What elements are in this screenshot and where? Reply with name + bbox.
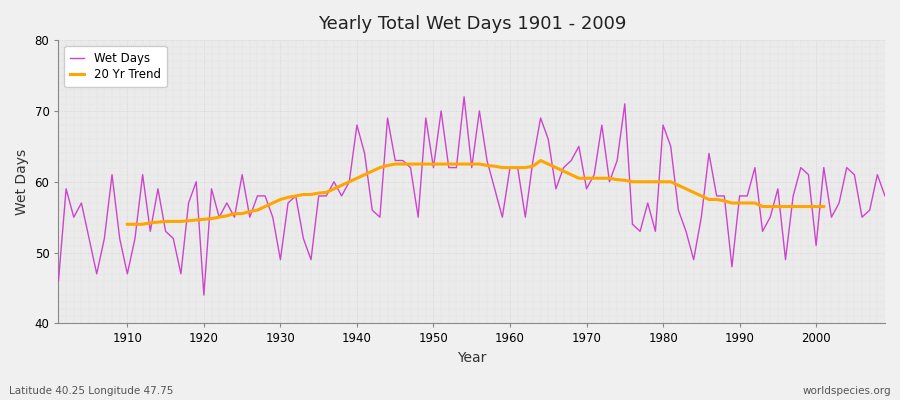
- 20 Yr Trend: [711, 197, 722, 202]
- Wet Days: [337, 194, 347, 198]
- 20 Yr Trend: [122, 222, 132, 227]
- Legend: Wet Days, 20 Yr Trend: Wet Days, 20 Yr Trend: [65, 46, 166, 87]
- X-axis label: Year: Year: [457, 351, 486, 365]
- 20 Yr Trend: [673, 183, 684, 188]
- 20 Yr Trend: [643, 179, 653, 184]
- Wet Days: [53, 278, 64, 283]
- Wet Days: [612, 158, 623, 163]
- Text: worldspecies.org: worldspecies.org: [803, 386, 891, 396]
- Line: Wet Days: Wet Days: [58, 97, 885, 295]
- Text: Latitude 40.25 Longitude 47.75: Latitude 40.25 Longitude 47.75: [9, 386, 174, 396]
- 20 Yr Trend: [536, 158, 546, 163]
- 20 Yr Trend: [818, 204, 829, 209]
- Wet Days: [199, 293, 210, 298]
- Wet Days: [520, 215, 531, 220]
- 20 Yr Trend: [688, 190, 699, 195]
- Wet Days: [114, 236, 125, 241]
- 20 Yr Trend: [680, 186, 691, 191]
- Wet Days: [291, 194, 302, 198]
- Line: 20 Yr Trend: 20 Yr Trend: [127, 160, 824, 224]
- 20 Yr Trend: [543, 162, 553, 166]
- Wet Days: [512, 165, 523, 170]
- Title: Yearly Total Wet Days 1901 - 2009: Yearly Total Wet Days 1901 - 2009: [318, 15, 626, 33]
- Wet Days: [879, 194, 890, 198]
- Y-axis label: Wet Days: Wet Days: [15, 149, 29, 215]
- Wet Days: [459, 94, 470, 99]
